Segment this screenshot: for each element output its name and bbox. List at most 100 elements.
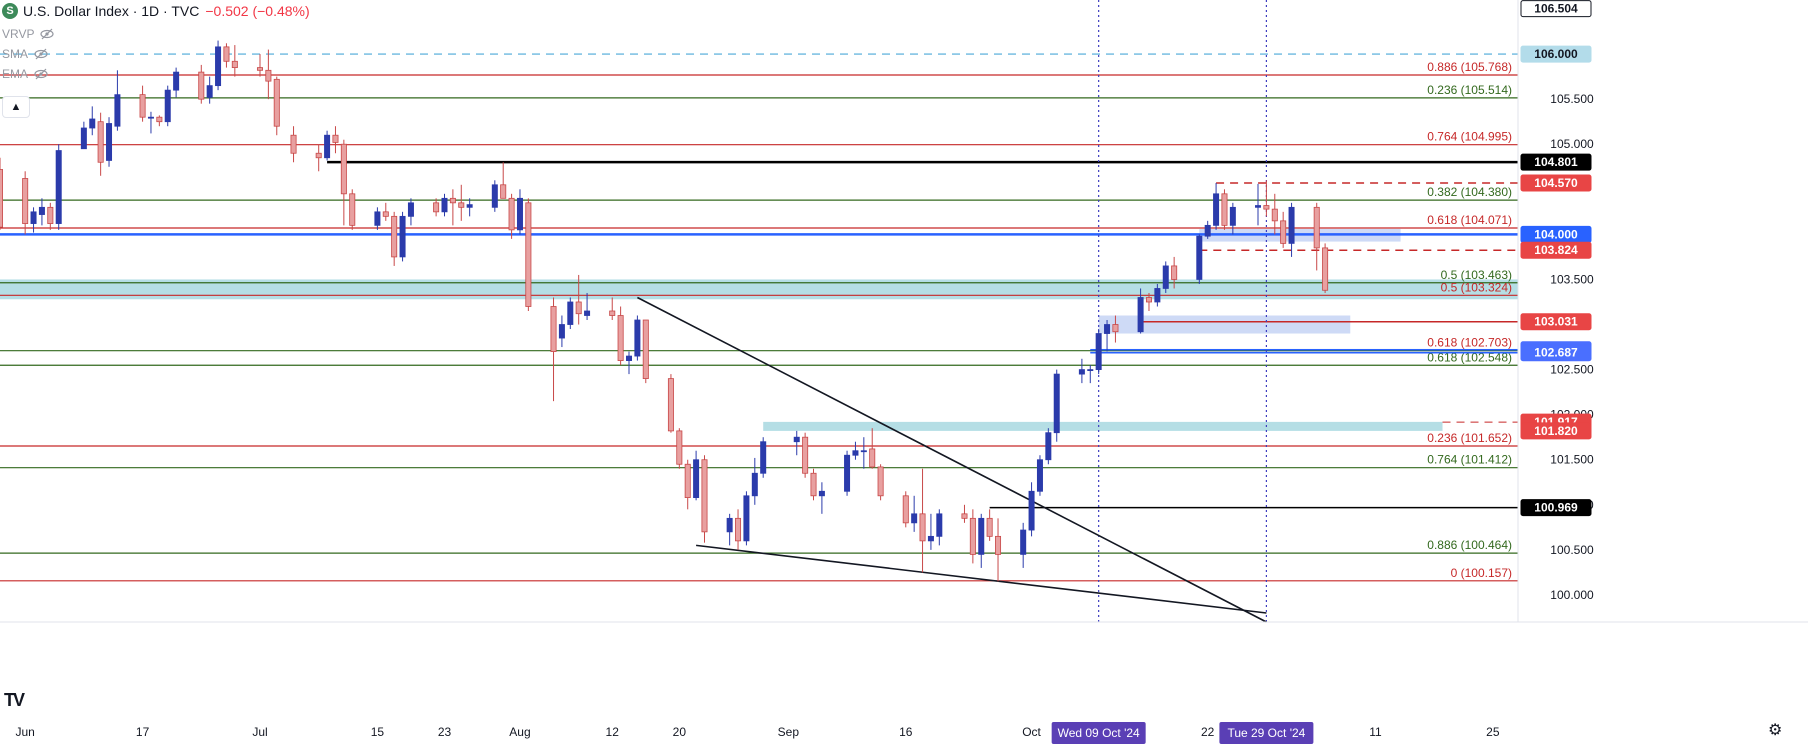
candle-body: [1162, 265, 1169, 289]
candle-body: [441, 197, 448, 213]
candle-body: [642, 319, 649, 380]
candle-body: [458, 202, 465, 208]
candle-body: [852, 450, 859, 456]
price-axis: [1518, 0, 1808, 744]
candle-body: [399, 215, 406, 258]
candle-body: [340, 143, 347, 195]
candle-body: [1313, 206, 1320, 249]
candle-body: [315, 152, 322, 159]
price-tag: [1520, 422, 1592, 440]
candle-body: [215, 46, 222, 87]
x-tick-label: 23: [438, 725, 452, 739]
candle-body: [1204, 224, 1211, 237]
candle-body: [114, 94, 121, 127]
support-zone: [1098, 315, 1351, 334]
candle-body: [391, 215, 398, 258]
fib-level-label: 0 (100.157): [1451, 566, 1512, 580]
candle-body: [1171, 265, 1178, 280]
fib-level-label: 0.618 (102.703): [1427, 336, 1512, 350]
y-tick-label: 100.500: [1550, 543, 1594, 557]
candle-body: [324, 134, 331, 159]
candle-body: [1028, 490, 1035, 531]
candle-body: [995, 535, 1002, 555]
indicator-label: EMA: [2, 67, 29, 81]
tradingview-logo[interactable]: TV: [4, 690, 25, 710]
candle-body: [869, 448, 876, 468]
candle-body: [433, 202, 440, 213]
indicator-vrvp[interactable]: VRVP: [2, 26, 55, 42]
eye-off-icon[interactable]: [34, 47, 48, 61]
candle-body: [382, 211, 389, 217]
candle-body: [1095, 333, 1102, 370]
y-tick-label: 105.500: [1550, 92, 1594, 106]
candle-body: [802, 436, 809, 474]
candle-body: [961, 513, 968, 519]
candle-body: [684, 463, 691, 498]
candle-body: [567, 301, 574, 325]
candle-body: [919, 513, 926, 542]
candle-body: [1145, 297, 1152, 303]
candle-body: [332, 134, 339, 143]
eye-off-icon[interactable]: [34, 67, 48, 81]
candle-body: [273, 78, 280, 127]
fib-level-label: 0.236 (101.652): [1427, 431, 1512, 445]
candle-body: [500, 184, 507, 199]
x-tick-label: Jun: [15, 725, 34, 739]
candle-body: [860, 450, 867, 453]
candle-body: [0, 169, 3, 228]
price-tag-label: 106.000: [1534, 47, 1578, 61]
fib-level-label: 0.886 (100.464): [1427, 538, 1512, 552]
candle-body: [256, 67, 263, 71]
symbol-badge[interactable]: S: [2, 3, 18, 19]
date-marker-label: Wed 09 Oct '24: [1058, 726, 1140, 740]
candle-body: [978, 517, 985, 555]
candle-body: [525, 202, 532, 307]
date-marker-tag: [1051, 722, 1146, 744]
eye-off-icon[interactable]: [40, 27, 55, 41]
candle-body: [986, 517, 993, 537]
candle-body: [290, 134, 297, 154]
candle-body: [147, 116, 154, 119]
price-tag: [1520, 313, 1592, 331]
candle-body: [1229, 206, 1236, 226]
price-change: −0.502 (−0.48%): [205, 3, 310, 19]
candle-body: [1020, 529, 1027, 555]
indicator-ema[interactable]: EMA: [2, 66, 48, 82]
candle-body: [936, 513, 943, 537]
candle-body: [609, 310, 616, 316]
candle-body: [1078, 369, 1085, 375]
candle-body: [1271, 208, 1278, 222]
candle-body: [969, 517, 976, 555]
candle-body: [550, 306, 557, 352]
candle-body: [97, 121, 104, 163]
x-tick-label: 16: [899, 725, 913, 739]
candle-body: [1112, 324, 1119, 333]
candle-body: [667, 378, 674, 432]
indicator-sma[interactable]: SMA: [2, 46, 48, 62]
candle-body: [206, 85, 213, 98]
fib-level-label: 0.382 (104.380): [1427, 185, 1512, 199]
candle-body: [1263, 205, 1270, 210]
candle-body: [89, 118, 96, 129]
date-marker-tag: [1219, 722, 1314, 744]
y-tick-label: 101.500: [1550, 453, 1594, 467]
candle-body: [1154, 288, 1161, 303]
trendline: [696, 544, 1267, 614]
candle-body: [1137, 297, 1144, 333]
fib-level-label: 0.5 (103.324): [1441, 280, 1512, 294]
candle-body: [1036, 459, 1043, 492]
x-tick-label: Oct: [1022, 725, 1041, 739]
price-tag: [1520, 241, 1592, 259]
candle-body: [810, 472, 817, 497]
collapse-legend-button[interactable]: ▲: [2, 96, 30, 118]
price-tag-label: 101.820: [1534, 424, 1578, 438]
x-tick-label: 25: [1486, 725, 1500, 739]
chart-title: U.S. Dollar Index · 1D · TVC: [23, 3, 200, 19]
price-tag-label: 102.687: [1534, 346, 1578, 360]
candle-body: [693, 459, 700, 499]
fib-level-label: 0.236 (105.514): [1427, 83, 1512, 97]
gear-icon[interactable]: ⚙: [1768, 722, 1783, 739]
